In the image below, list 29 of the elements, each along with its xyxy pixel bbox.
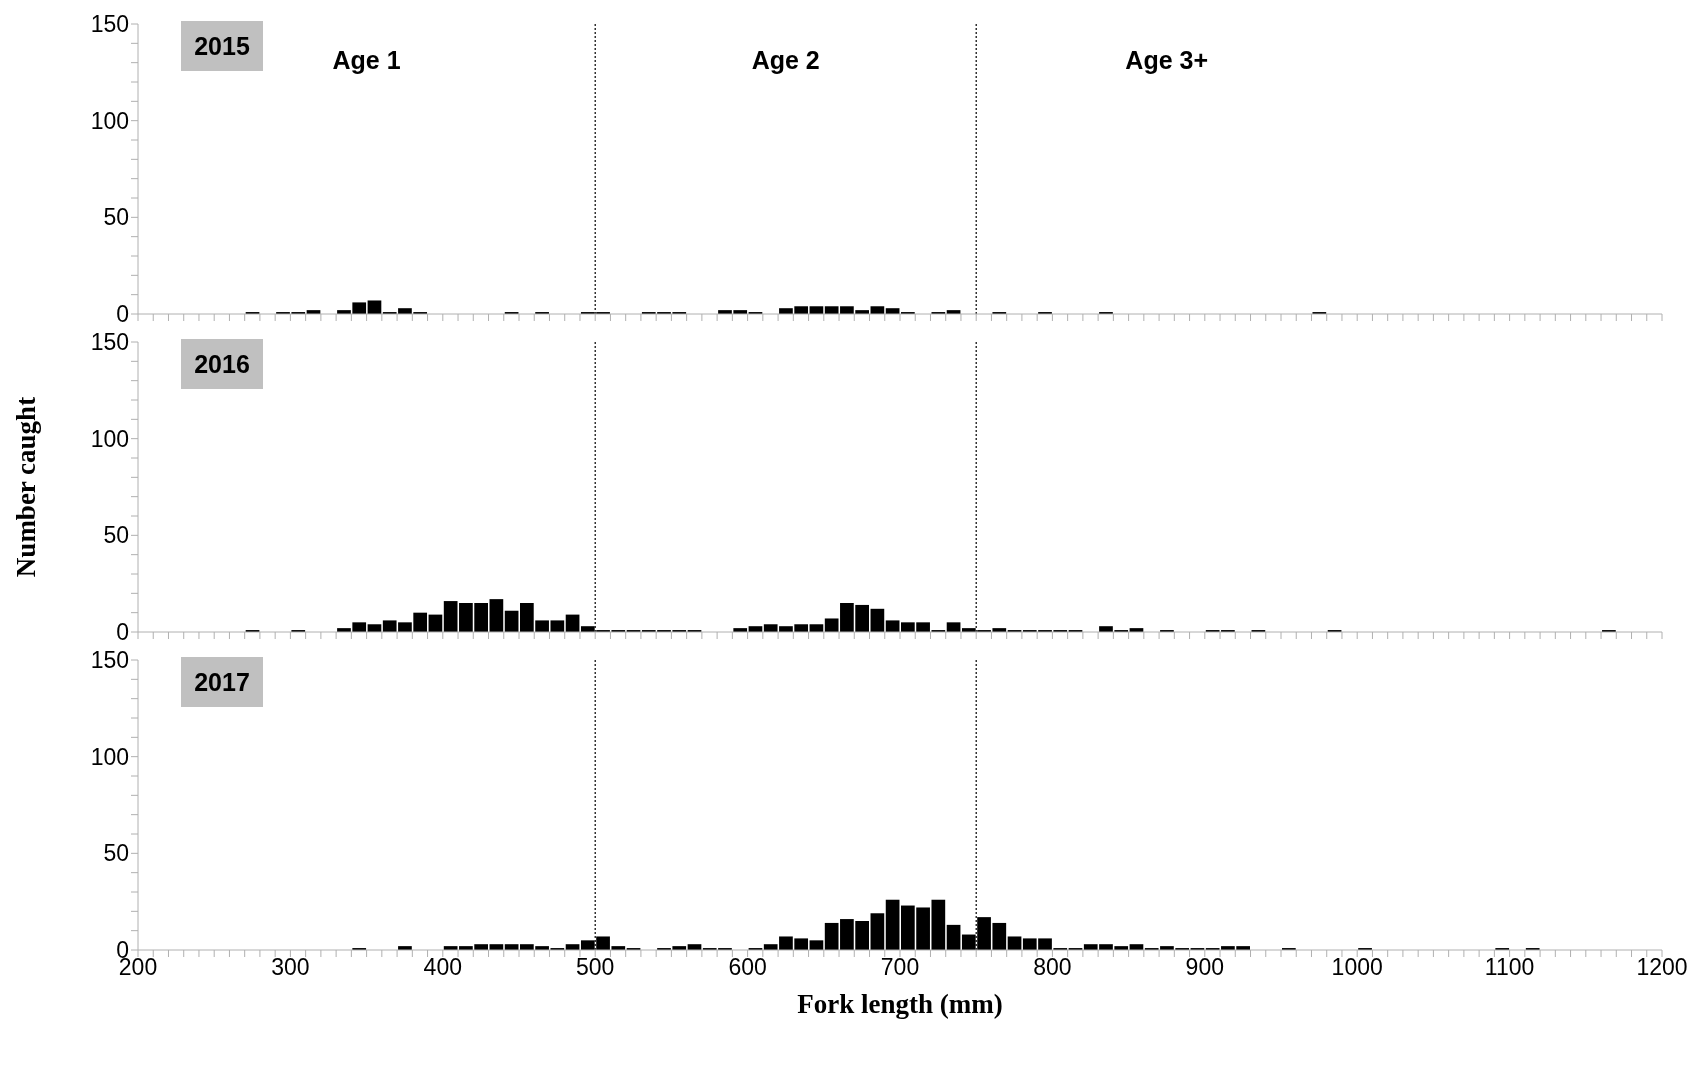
x-tick-label: 1100 — [1484, 954, 1535, 981]
y-tick-label: 100 — [90, 425, 129, 452]
x-tick-label: 1000 — [1331, 954, 1383, 981]
y-tick-label: 0 — [116, 619, 129, 646]
y-tick-label: 100 — [90, 107, 129, 134]
x-tick-label: 900 — [1185, 954, 1224, 981]
x-tick-label: 500 — [576, 954, 615, 981]
y-tick-label: 150 — [90, 11, 129, 38]
x-axis-title: Fork length (mm) — [797, 989, 1003, 1020]
annotation: Age 3+ — [1125, 45, 1209, 75]
x-tick-label: 600 — [728, 954, 767, 981]
chart-title: 2016 — [181, 339, 263, 389]
x-tick-label: 1200 — [1636, 954, 1688, 981]
x-tick-label: 300 — [271, 954, 310, 981]
y-axis-title: Number caught — [10, 396, 42, 578]
annotation: Age 2 — [751, 45, 820, 75]
x-tick-label: 700 — [880, 954, 920, 981]
y-tick-label: 0 — [116, 301, 129, 328]
y-tick-label: 150 — [90, 647, 129, 674]
annotation: Age 1 — [332, 45, 401, 75]
chart-title: 2015 — [181, 21, 263, 71]
y-tick-label: 50 — [103, 522, 129, 549]
x-tick-label: 800 — [1033, 954, 1072, 981]
x-tick-label: 400 — [423, 954, 462, 981]
y-tick-label: 150 — [90, 329, 129, 356]
y-tick-label: 50 — [103, 204, 129, 231]
y-tick-label: 50 — [103, 840, 129, 867]
y-tick-label: 100 — [90, 743, 129, 770]
chart-title: 2017 — [181, 657, 263, 707]
